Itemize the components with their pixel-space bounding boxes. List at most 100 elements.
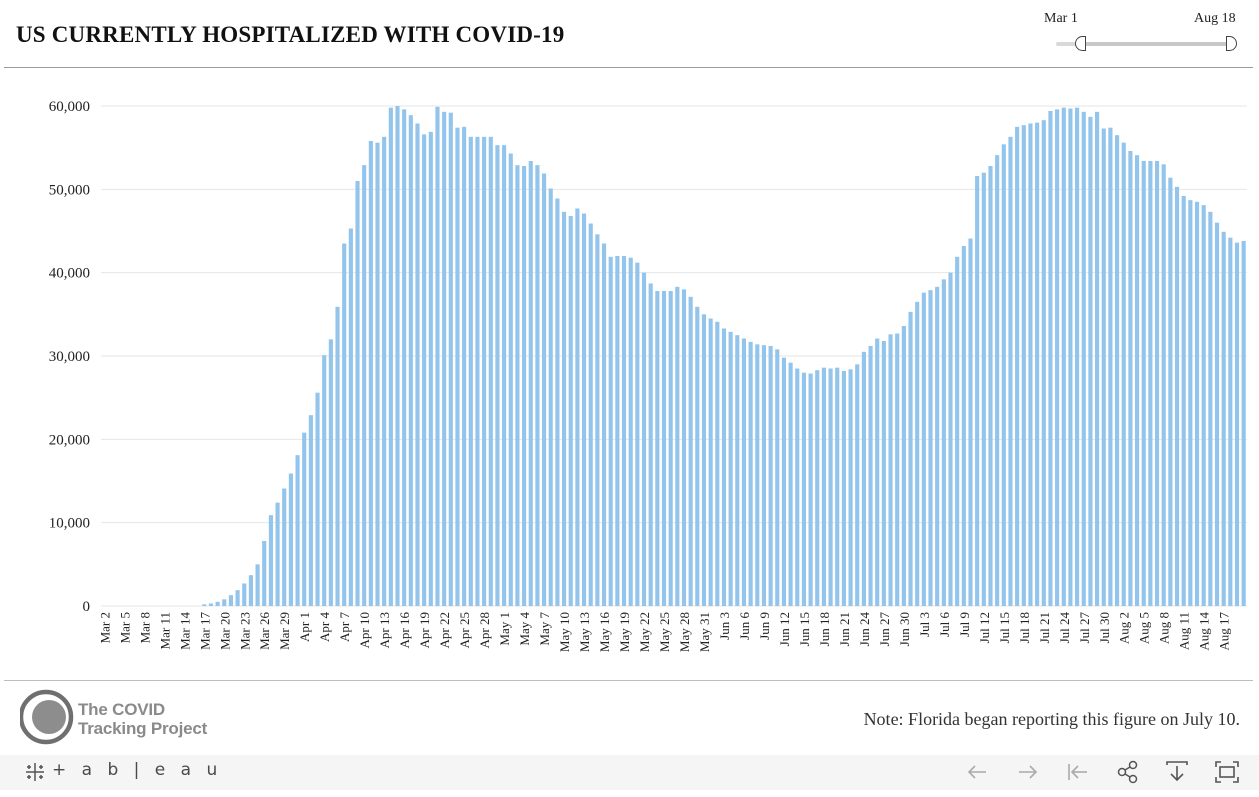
bar[interactable] — [921, 292, 926, 606]
bar[interactable] — [535, 165, 540, 607]
bar[interactable] — [1154, 161, 1160, 606]
bar[interactable] — [828, 368, 833, 607]
bar[interactable] — [1015, 126, 1020, 606]
bar[interactable] — [528, 161, 533, 606]
bar[interactable] — [515, 165, 520, 607]
bar[interactable] — [1221, 231, 1226, 606]
bar[interactable] — [601, 243, 607, 607]
bar[interactable] — [655, 291, 660, 606]
bar[interactable] — [242, 583, 247, 607]
bar[interactable] — [295, 455, 300, 606]
bar[interactable] — [721, 328, 727, 607]
bar[interactable] — [288, 473, 293, 607]
bar[interactable] — [801, 372, 806, 606]
bar[interactable] — [408, 115, 413, 607]
bar[interactable] — [928, 290, 933, 606]
bar[interactable] — [981, 172, 986, 607]
bar[interactable] — [522, 166, 527, 606]
bar[interactable] — [1181, 196, 1186, 606]
bar[interactable] — [388, 107, 393, 607]
bar[interactable] — [708, 318, 713, 607]
bar[interactable] — [542, 173, 547, 607]
bar[interactable] — [1135, 155, 1140, 607]
bar[interactable] — [235, 590, 240, 606]
bar[interactable] — [1081, 111, 1086, 606]
bar[interactable] — [422, 134, 427, 606]
bar[interactable] — [1194, 201, 1200, 606]
bar[interactable] — [681, 289, 687, 606]
bar[interactable] — [615, 256, 620, 606]
bar[interactable] — [495, 145, 500, 607]
bar[interactable] — [641, 272, 647, 606]
bar[interactable] — [661, 291, 667, 606]
bar[interactable] — [915, 301, 920, 606]
bar[interactable] — [1041, 120, 1046, 607]
bar[interactable] — [1021, 125, 1026, 607]
bar[interactable] — [1101, 128, 1106, 607]
bar[interactable] — [1121, 142, 1126, 607]
bar[interactable] — [675, 286, 680, 606]
bar[interactable] — [1055, 109, 1060, 606]
bar[interactable] — [368, 141, 373, 606]
bar[interactable] — [328, 339, 333, 606]
bar[interactable] — [775, 349, 780, 606]
bar[interactable] — [1028, 123, 1033, 607]
share-button[interactable] — [1114, 759, 1142, 785]
bar[interactable] — [462, 126, 467, 606]
bar[interactable] — [668, 291, 673, 606]
tableau-brand[interactable]: + a b | e a u — [52, 760, 223, 780]
bar[interactable] — [468, 136, 473, 606]
bar[interactable] — [1241, 241, 1246, 606]
bar[interactable] — [961, 246, 966, 606]
bar[interactable] — [628, 257, 633, 606]
bar[interactable] — [595, 234, 600, 606]
bar[interactable] — [895, 333, 900, 607]
bar[interactable] — [608, 256, 613, 606]
bar[interactable] — [355, 181, 360, 606]
bar[interactable] — [861, 351, 866, 606]
bar[interactable] — [768, 346, 773, 606]
bar[interactable] — [788, 362, 793, 606]
bar[interactable] — [395, 106, 400, 606]
bar[interactable] — [1174, 186, 1180, 606]
bar[interactable] — [855, 364, 860, 606]
bar[interactable] — [1208, 211, 1213, 606]
bar[interactable] — [342, 243, 347, 607]
bar[interactable] — [748, 341, 753, 606]
bar[interactable] — [1214, 222, 1220, 607]
bar[interactable] — [482, 136, 487, 606]
bar[interactable] — [695, 306, 700, 606]
bar[interactable] — [322, 355, 327, 606]
bar[interactable] — [382, 136, 387, 606]
bar[interactable] — [888, 334, 893, 606]
bar[interactable] — [428, 131, 433, 606]
bar[interactable] — [995, 155, 1000, 607]
revert-button[interactable] — [1064, 759, 1092, 785]
bar[interactable] — [581, 213, 587, 607]
bar[interactable] — [901, 326, 906, 606]
bar[interactable] — [308, 415, 313, 606]
bar[interactable] — [228, 595, 233, 606]
bar[interactable] — [302, 432, 307, 606]
bar[interactable] — [841, 371, 846, 606]
redo-button[interactable] — [1014, 759, 1042, 785]
bar[interactable] — [455, 127, 460, 607]
bar[interactable] — [881, 341, 886, 606]
bar[interactable] — [715, 321, 720, 606]
bar[interactable] — [1188, 200, 1193, 607]
hospitalized-bar-chart[interactable]: 0 10,000 20,000 30,000 40,000 50,000 60,000 Ma… — [0, 68, 1259, 680]
bar[interactable] — [1141, 161, 1146, 606]
bar[interactable] — [735, 335, 740, 606]
bar[interactable] — [1061, 107, 1066, 607]
slider-end-handle[interactable] — [1226, 36, 1237, 51]
bar[interactable] — [315, 392, 320, 606]
bar[interactable] — [1035, 122, 1040, 607]
bar[interactable] — [1075, 107, 1080, 607]
bar[interactable] — [1201, 205, 1206, 607]
bar[interactable] — [741, 338, 747, 607]
bar[interactable] — [875, 338, 880, 607]
bar[interactable] — [1115, 135, 1120, 607]
bar[interactable] — [701, 314, 707, 606]
bar[interactable] — [835, 367, 840, 606]
bar[interactable] — [935, 286, 940, 606]
